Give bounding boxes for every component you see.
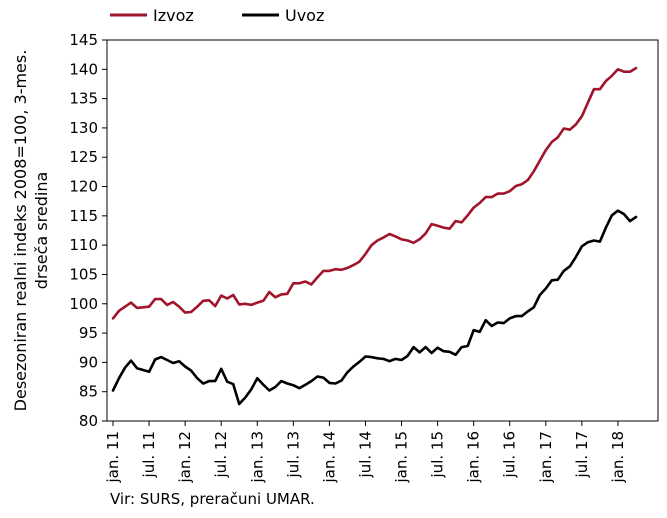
- legend-label-uvoz: Uvoz: [285, 6, 324, 25]
- x-tick-label: jul. 17: [573, 431, 591, 478]
- y-tick-label: 85: [79, 383, 98, 401]
- source-note: Vir: SURS, preračuni UMAR.: [110, 490, 315, 508]
- plot-area: [106, 39, 659, 422]
- x-tick-label: jan. 12: [176, 431, 194, 484]
- y-tick-label: 105: [69, 265, 98, 283]
- x-tick-label: jan. 14: [320, 431, 338, 484]
- y-axis-title-line-1: Desezoniran realni indeks 2008=100, 3-me…: [11, 50, 30, 412]
- x-tick-label: jan. 11: [104, 431, 122, 484]
- x-tick-label: jan. 16: [465, 431, 483, 484]
- y-tick-label: 95: [79, 324, 98, 342]
- plot-frame: [106, 39, 659, 422]
- y-tick-label: 135: [69, 90, 98, 108]
- y-tick-label: 145: [69, 31, 98, 49]
- y-tick-label: 80: [79, 412, 98, 430]
- x-axis: jan. 11 jul. 11 jan. 12 jul. 12 jan. 13 jul. …: [104, 421, 627, 484]
- y-tick-label: 140: [69, 60, 98, 78]
- legend: Izvoz Uvoz: [110, 6, 324, 25]
- y-axis-title-line-2: drseča sredina: [32, 172, 51, 290]
- y-tick-label: 130: [69, 119, 98, 137]
- y-tick-label: 120: [69, 178, 98, 196]
- y-tick-label: 115: [69, 207, 98, 225]
- x-tick-label: jan. 18: [609, 431, 627, 484]
- x-tick-label: jan. 13: [248, 431, 266, 484]
- y-tick-label: 125: [69, 148, 98, 166]
- x-tick-label: jul. 11: [140, 431, 158, 478]
- y-axis-title: Desezoniran realni indeks 2008=100, 3-me…: [11, 50, 51, 412]
- y-tick-label: 90: [79, 353, 98, 371]
- x-tick-label: jan. 17: [537, 431, 555, 484]
- x-tick-label: jul. 16: [501, 431, 519, 478]
- x-tick-label: jul. 14: [356, 431, 374, 478]
- series-line-izvoz: [111, 66, 638, 320]
- x-tick-label: jul. 15: [429, 431, 447, 478]
- series-line-uvoz: [111, 209, 638, 406]
- x-tick-label: jul. 12: [212, 431, 230, 478]
- y-tick-label: 100: [69, 295, 98, 313]
- x-tick-label: jul. 13: [284, 431, 302, 478]
- y-axis: 80 85 90 95 100 105 110 115 120 125 130 135 140 145: [69, 31, 107, 430]
- y-tick-label: 110: [69, 236, 98, 254]
- x-tick-label: jan. 15: [393, 431, 411, 484]
- legend-label-izvoz: Izvoz: [153, 6, 194, 25]
